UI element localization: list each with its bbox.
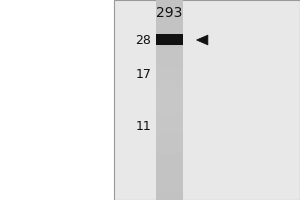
Bar (114, 0, 300, 200)
Polygon shape (196, 35, 208, 45)
Text: 28: 28 (136, 33, 152, 46)
Bar (156, 34, 183, 45)
Text: 11: 11 (136, 119, 152, 132)
Text: 293: 293 (156, 6, 183, 20)
Text: 17: 17 (136, 68, 152, 80)
